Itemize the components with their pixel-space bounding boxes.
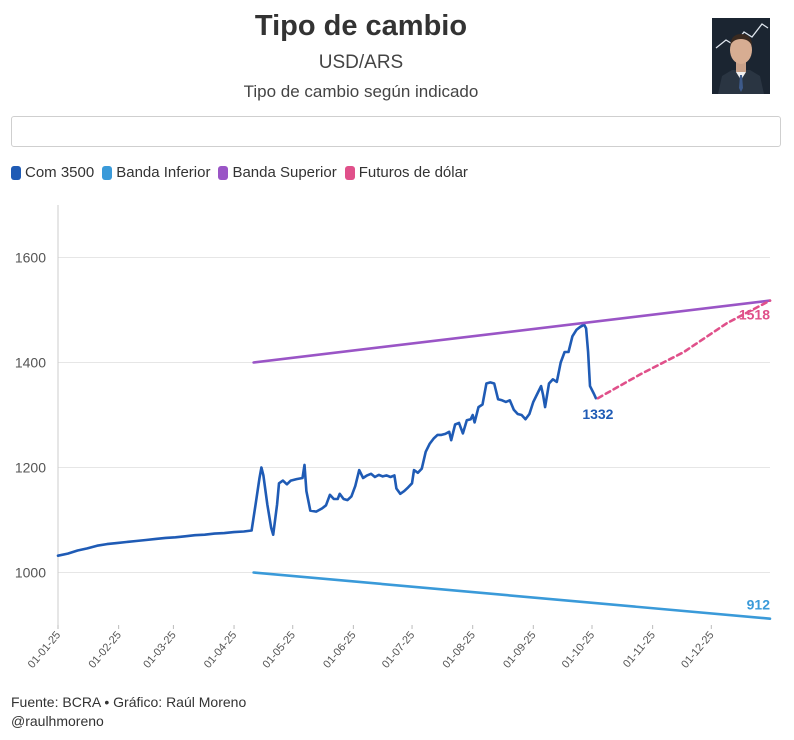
x-tick-label: 01-04-25 <box>202 629 240 670</box>
x-tick-label: 01-01-25 <box>26 629 64 670</box>
y-tick-label: 1400 <box>15 355 46 371</box>
legend-swatch-com3500 <box>11 165 21 180</box>
legend-swatch-banda-inferior <box>102 165 113 180</box>
legend-label-com3500: Com 3500 <box>25 164 95 181</box>
author-avatar <box>712 18 770 94</box>
x-tick-label: 01-08-25 <box>440 629 478 670</box>
y-tick-label: 1200 <box>15 460 46 476</box>
chart-legend: Com 3500 Banda Inferior Banda Superior F… <box>11 164 468 181</box>
series-line-banda-superior <box>252 299 772 364</box>
x-tick-label: 01-09-25 <box>501 629 539 670</box>
chart-note: Tipo de cambio según indicado <box>243 82 479 101</box>
x-tick-label: 01-03-25 <box>141 629 179 670</box>
x-tick-label: 01-05-25 <box>261 629 299 670</box>
legend-item-futuros[interactable]: Futuros de dólar <box>344 164 468 181</box>
line-chart: 1000 1200 1400 1600 01-01-25 01-02-25 01-03-25… <box>15 205 772 671</box>
legend-label-futuros: Futuros de dólar <box>358 164 468 181</box>
series-line-com3500 <box>56 323 598 558</box>
legend-label-banda-superior: Banda Superior <box>232 164 337 181</box>
x-tick-label: 01-10-25 <box>560 629 598 670</box>
x-tick-label: 01-06-25 <box>321 629 359 670</box>
x-tick-label: 01-11-25 <box>621 629 658 670</box>
y-tick-label: 1600 <box>15 250 46 266</box>
legend-label-banda-inferior: Banda Inferior <box>116 164 211 181</box>
search-input[interactable] <box>11 116 781 147</box>
series-line-banda-inferior <box>252 571 772 621</box>
legend-swatch-futuros <box>344 165 355 180</box>
data-label-banda-inferior: 912 <box>747 597 771 613</box>
x-tick-label: 01-12-25 <box>679 629 717 670</box>
chart-subtitle: USD/ARS <box>318 52 404 73</box>
x-tick-label: 01-07-25 <box>380 629 418 670</box>
legend-item-banda-superior[interactable]: Banda Superior <box>218 164 337 181</box>
footer-source: Fuente: BCRA • Gráfico: Raúl Moreno <box>11 694 247 710</box>
footer-handle: @raulhmoreno <box>11 713 104 729</box>
legend-item-com3500[interactable]: Com 3500 <box>11 164 94 181</box>
legend-item-banda-inferior[interactable]: Banda Inferior <box>102 164 210 181</box>
x-tick-label: 01-02-25 <box>86 629 124 670</box>
y-tick-label: 1000 <box>15 565 46 581</box>
data-label-futuros: 1518 <box>739 307 770 323</box>
series-line-futuros <box>596 299 772 400</box>
data-label-com3500: 1332 <box>582 406 613 422</box>
author-portrait <box>712 18 770 94</box>
chart-title: Tipo de cambio <box>254 10 468 42</box>
legend-swatch-banda-superior <box>218 165 229 180</box>
